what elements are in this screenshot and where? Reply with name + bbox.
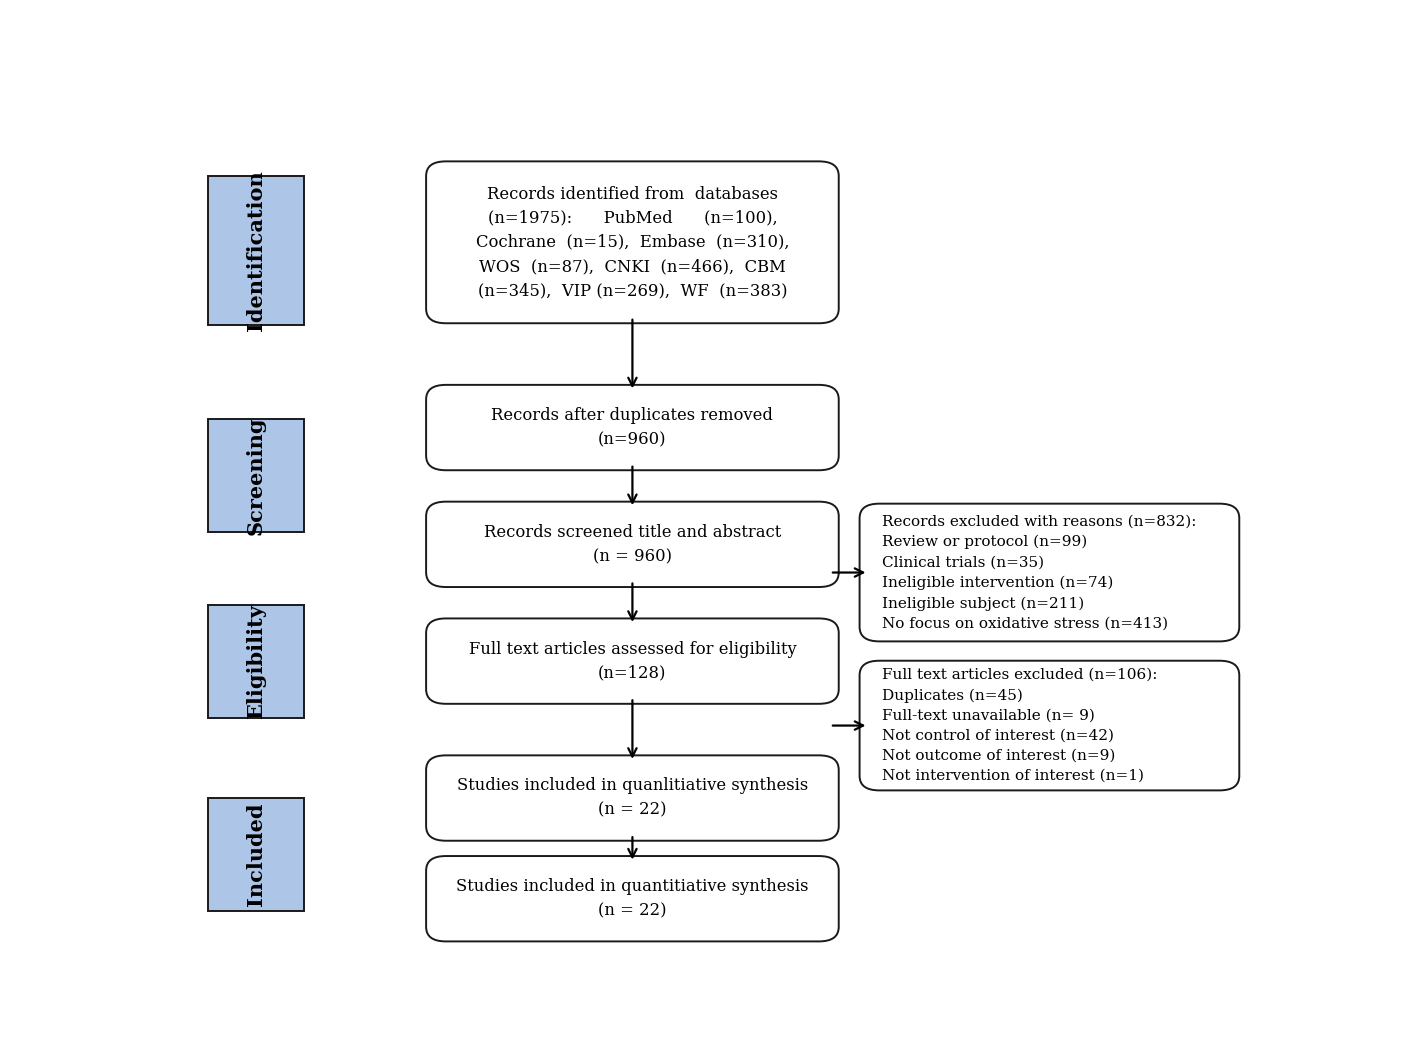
Text: Full text articles excluded (n=106):
Duplicates (n=45)
Full-text unavailable (n=: Full text articles excluded (n=106): Dup…	[882, 668, 1157, 783]
FancyBboxPatch shape	[426, 755, 838, 841]
FancyBboxPatch shape	[208, 798, 304, 911]
FancyBboxPatch shape	[426, 856, 838, 941]
Text: Studies included in quantitiative synthesis
(n = 22): Studies included in quantitiative synthe…	[456, 879, 809, 919]
FancyBboxPatch shape	[860, 504, 1239, 641]
Text: Records after duplicates removed
(n=960): Records after duplicates removed (n=960)	[491, 407, 773, 448]
Text: Screening: Screening	[246, 416, 266, 536]
FancyBboxPatch shape	[208, 605, 304, 718]
Text: Records screened title and abstract
(n = 960): Records screened title and abstract (n =…	[484, 524, 782, 565]
FancyBboxPatch shape	[208, 176, 304, 325]
Text: Records excluded with reasons (n=832):
Review or protocol (n=99)
Clinical trials: Records excluded with reasons (n=832): R…	[882, 515, 1197, 631]
FancyBboxPatch shape	[860, 661, 1239, 791]
Text: Records identified from  databases
(n=1975):      PubMed      (n=100),
Cochrane : Records identified from databases (n=197…	[476, 185, 789, 299]
FancyBboxPatch shape	[426, 618, 838, 704]
Text: Full text articles assessed for eligibility
(n=128): Full text articles assessed for eligibil…	[469, 640, 796, 682]
Text: Included: Included	[246, 802, 266, 906]
FancyBboxPatch shape	[426, 502, 838, 587]
FancyBboxPatch shape	[208, 419, 304, 532]
FancyBboxPatch shape	[426, 161, 838, 323]
Text: Identification: Identification	[246, 170, 266, 331]
Text: Studies included in quanlitiative synthesis
(n = 22): Studies included in quanlitiative synthe…	[457, 777, 809, 819]
FancyBboxPatch shape	[426, 385, 838, 471]
Text: Eligibility: Eligibility	[246, 604, 266, 719]
